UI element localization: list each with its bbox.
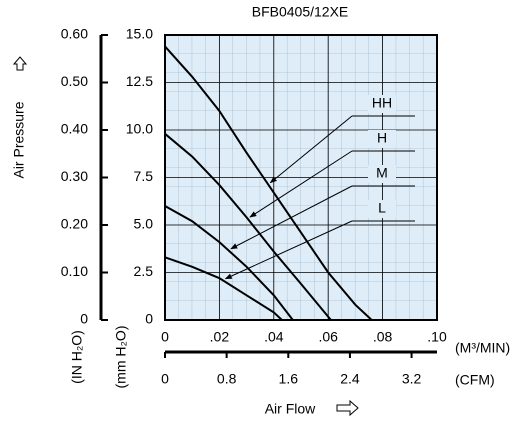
y-tick-label: 10.0 — [126, 121, 153, 137]
x-tick-label: .04 — [264, 329, 284, 345]
y-tick-label: 12.5 — [126, 73, 153, 89]
y2-tick-label: 0.60 — [61, 26, 88, 42]
x2-unit: (CFM) — [455, 372, 495, 388]
y-tick-label: 7.5 — [134, 168, 154, 184]
leader-arrow — [269, 115, 353, 184]
chart-title: BFB0405/12XE — [252, 4, 349, 20]
y2-tick-label: 0.40 — [61, 121, 88, 137]
x-tick-label: 0 — [161, 329, 169, 345]
x-tick-label: .06 — [318, 329, 338, 345]
right-arrow-icon — [336, 399, 359, 417]
y-tick-label: 5.0 — [134, 216, 154, 232]
y-tick-label: 0 — [145, 311, 153, 327]
series-line — [164, 205, 294, 321]
series-line — [164, 256, 283, 321]
y-tick-label: 15.0 — [126, 26, 153, 42]
x-unit: (M³/MIN) — [455, 340, 510, 356]
label-bg — [368, 95, 396, 113]
x-tick-label: .02 — [210, 329, 230, 345]
leader-arrow — [230, 185, 353, 250]
y2-tick-label: 0.20 — [61, 216, 88, 232]
y2-tick-label: 0.10 — [61, 263, 88, 279]
series-line — [164, 133, 332, 321]
series-label: M — [376, 165, 388, 181]
label-bg — [368, 130, 396, 148]
x2-tick-label: 2.4 — [340, 371, 360, 387]
x-tick-label: .08 — [373, 329, 393, 345]
plot-frame — [164, 34, 438, 321]
series-label: HH — [372, 95, 392, 111]
y2-unit: (IN H₂O) — [69, 330, 85, 384]
up-arrow-icon — [12, 56, 28, 71]
series-label: H — [377, 130, 387, 146]
label-bg — [368, 200, 396, 218]
y2-tick-label: 0 — [80, 311, 88, 327]
x-tick-label: .10 — [427, 329, 447, 345]
y-axis-label: Air Pressure — [11, 101, 27, 178]
x2-tick-label: 1.6 — [279, 371, 299, 387]
y-tick-label: 2.5 — [134, 263, 154, 279]
x-axis-label: Air Flow — [265, 401, 316, 417]
y-unit: (mm H₂O) — [113, 326, 129, 389]
x2-tick-label: 0.8 — [217, 371, 237, 387]
series-line — [164, 45, 373, 321]
y2-tick-label: 0.30 — [61, 168, 88, 184]
x2-tick-label: 3.2 — [402, 371, 422, 387]
x2-tick-label: 0 — [161, 371, 169, 387]
label-bg — [368, 165, 396, 183]
leader-arrow — [224, 220, 353, 280]
leader-arrow — [249, 150, 353, 218]
y2-tick-label: 0.50 — [61, 73, 88, 89]
series-label: L — [378, 200, 386, 216]
